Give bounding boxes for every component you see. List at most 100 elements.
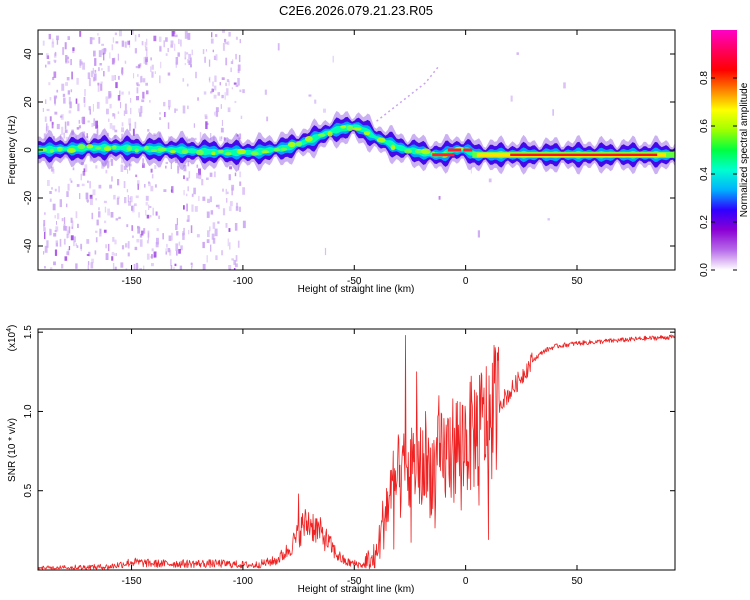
- noise-speckle: [212, 81, 214, 87]
- noise-speckle: [233, 82, 237, 85]
- noise-speckle: [114, 266, 117, 270]
- noise-speckle: [213, 94, 217, 99]
- noise-speckle: [206, 211, 210, 218]
- snr-y-label: SNR (10 * v/v): [7, 418, 18, 482]
- noise-speckle: [56, 35, 59, 41]
- noise-speckle: [138, 33, 140, 38]
- noise-speckle: [43, 223, 45, 232]
- noise-speckle: [264, 89, 267, 95]
- noise-speckle: [151, 248, 154, 252]
- noise-speckle: [215, 255, 218, 260]
- noise-speckle: [136, 87, 139, 94]
- noise-speckle: [477, 230, 480, 238]
- noise-speckle: [115, 218, 119, 221]
- noise-speckle: [45, 64, 47, 68]
- noise-speckle: [202, 196, 206, 201]
- noise-speckle: [101, 68, 103, 71]
- noise-speckle: [134, 246, 138, 251]
- noise-speckle: [129, 123, 131, 132]
- noise-speckle: [239, 171, 242, 178]
- noise-speckle: [137, 64, 141, 69]
- noise-speckle: [80, 173, 82, 181]
- noise-speckle: [64, 226, 68, 231]
- noise-speckle: [87, 265, 89, 270]
- noise-speckle: [221, 94, 224, 99]
- noise-speckle: [92, 77, 96, 82]
- noise-speckle: [212, 49, 214, 53]
- noise-speckle: [146, 253, 150, 260]
- noise-speckle: [202, 264, 206, 270]
- noise-speckle: [133, 203, 137, 207]
- noise-speckle: [95, 198, 97, 201]
- noise-speckle: [201, 178, 204, 186]
- noise-speckle: [175, 108, 178, 111]
- snr-x-tick-label: 50: [571, 576, 583, 587]
- noise-speckle: [193, 187, 196, 195]
- noise-speckle: [177, 52, 180, 57]
- noise-speckle: [71, 226, 74, 229]
- noise-speckle: [53, 261, 56, 266]
- noise-speckle: [87, 180, 89, 183]
- noise-speckle: [136, 239, 140, 243]
- noise-speckle: [109, 123, 113, 129]
- snr-x-tick-label: -50: [347, 576, 362, 587]
- noise-speckle: [44, 245, 48, 253]
- noise-speckle: [134, 121, 137, 129]
- noise-speckle: [42, 108, 44, 112]
- noise-speckle: [139, 112, 142, 117]
- noise-speckle: [210, 210, 214, 215]
- noise-speckle: [162, 233, 164, 240]
- noise-speckle: [277, 43, 280, 51]
- noise-speckle: [165, 161, 168, 164]
- noise-speckle: [88, 106, 91, 111]
- ridge-blob: [157, 147, 167, 152]
- spectrogram-x-tick-label: 50: [571, 276, 583, 287]
- noise-speckle: [217, 221, 220, 224]
- noise-speckle: [191, 193, 194, 197]
- noise-speckle: [170, 162, 172, 170]
- noise-speckle: [54, 215, 56, 219]
- snr-x-tick-label: -100: [233, 576, 253, 587]
- noise-speckle: [211, 88, 214, 94]
- noise-speckle: [119, 30, 122, 37]
- noise-speckle: [186, 193, 188, 197]
- noise-speckle: [213, 55, 216, 60]
- noise-speckle: [188, 229, 190, 235]
- noise-speckle: [70, 180, 73, 183]
- noise-speckle: [188, 171, 191, 179]
- noise-speckle: [183, 205, 185, 210]
- noise-speckle: [127, 252, 130, 257]
- noise-speckle: [242, 89, 245, 94]
- noise-speckle: [182, 231, 184, 236]
- noise-speckle: [64, 256, 68, 261]
- noise-speckle: [68, 226, 71, 234]
- noise-speckle: [111, 58, 115, 65]
- noise-speckle: [90, 70, 94, 78]
- noise-speckle: [110, 212, 114, 218]
- noise-speckle: [132, 128, 135, 136]
- noise-speckle: [121, 157, 124, 164]
- noise-speckle: [228, 206, 232, 212]
- spectrogram-y-tick-label: 40: [23, 48, 34, 60]
- noise-speckle: [225, 42, 228, 45]
- noise-speckle: [210, 244, 212, 252]
- noise-speckle: [110, 159, 114, 166]
- noise-speckle: [49, 97, 52, 101]
- noise-speckle: [136, 82, 139, 86]
- noise-speckle: [231, 87, 233, 90]
- noise-speckle: [211, 88, 214, 92]
- colorbar-tick-label: 0.2: [699, 215, 710, 229]
- ridge-blob: [287, 141, 296, 148]
- noise-speckle: [115, 82, 118, 89]
- noise-speckle: [98, 67, 100, 72]
- noise-speckle: [164, 112, 166, 117]
- noise-speckle: [139, 239, 143, 247]
- noise-speckle: [52, 76, 55, 80]
- ridge-blob: [346, 125, 354, 132]
- noise-speckle: [163, 189, 167, 192]
- noise-speckle: [228, 265, 232, 270]
- noise-speckle: [109, 154, 113, 163]
- noise-speckle: [87, 72, 91, 79]
- noise-speckle: [140, 105, 143, 114]
- noise-speckle: [79, 31, 82, 37]
